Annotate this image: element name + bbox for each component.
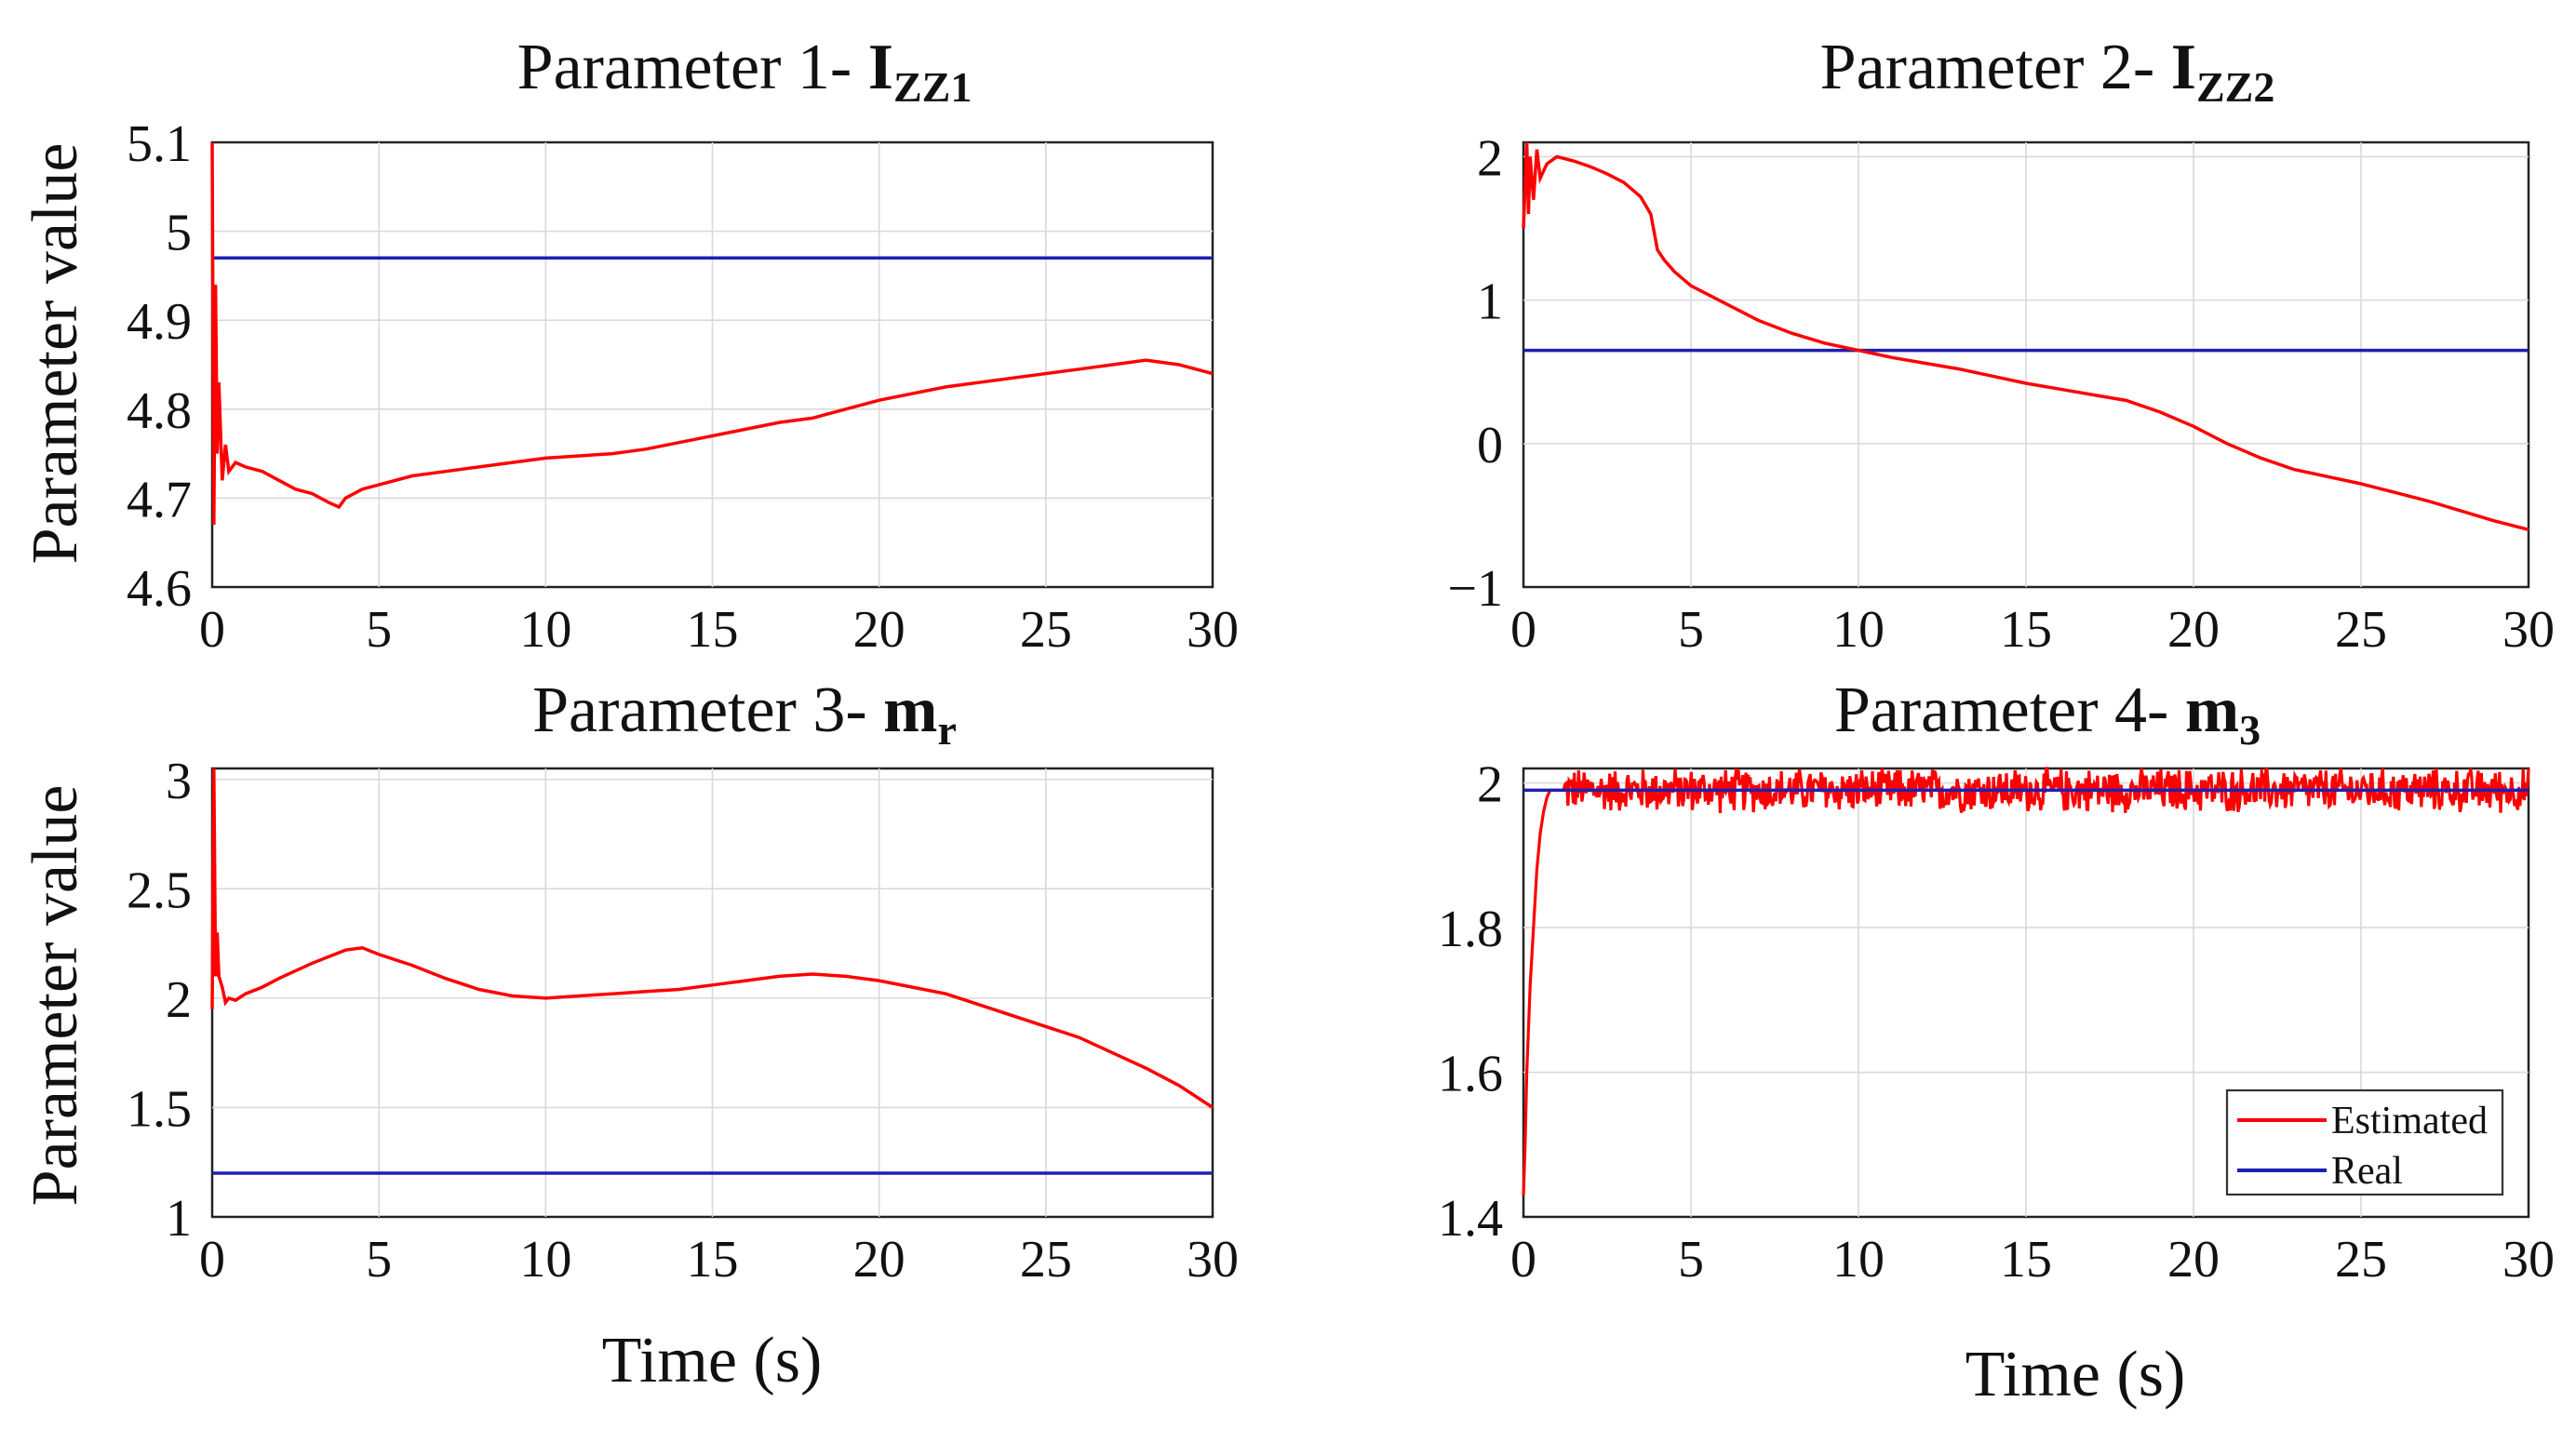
panel-1-title-prefix: Parameter 1- xyxy=(517,32,868,103)
panel-4-xtick-label: 20 xyxy=(2167,1231,2220,1289)
panel-4-ytick-label: 1.4 xyxy=(1438,1190,1503,1248)
legend: Estimated Real xyxy=(2225,1088,2504,1196)
panel-3-xtick-label: 25 xyxy=(1020,1231,1072,1289)
panel-3-xtick-label: 10 xyxy=(519,1231,571,1289)
panel-1-xtick-label: 15 xyxy=(687,601,739,659)
panel-2-ytick-label: 0 xyxy=(1477,417,1503,474)
panel-2-ytick-label: −1 xyxy=(1447,560,1503,618)
panel-1-title: Parameter 1- IZZ1 xyxy=(517,32,973,111)
panel-1-xtick-label: 5 xyxy=(366,601,392,659)
panel-4-title-prefix: Parameter 4- xyxy=(1834,674,2185,746)
panel-3-grid xyxy=(212,768,1213,1217)
panel-1-ytick-label: 4.6 xyxy=(127,560,192,618)
panel-4-xtick-label: 25 xyxy=(2335,1231,2387,1289)
panel-2-xtick-label: 25 xyxy=(2335,601,2387,659)
panel-4-xtick-label: 5 xyxy=(1678,1231,1704,1289)
panel-1-title-subscript: ZZ1 xyxy=(893,63,972,111)
panel-3-tick-labels: 0 5 10 15 20 25 30 1 1.5 2 2.5 3 xyxy=(127,753,1239,1289)
panel-4-xtick-label: 0 xyxy=(1510,1231,1536,1289)
panel-1-ytick-label: 4.8 xyxy=(127,382,192,440)
xlabel-left: Time (s) xyxy=(602,1325,823,1396)
panel-2-xtick-label: 0 xyxy=(1510,601,1536,659)
panel-3-ytick-label: 1.5 xyxy=(127,1080,192,1138)
panel-2-estimated-line xyxy=(1522,141,2529,531)
panel-2-ytick-label: 1 xyxy=(1477,274,1503,331)
panel-4-tick-labels: 0 5 10 15 20 25 30 1.4 1.6 1.8 2 xyxy=(1438,756,2555,1289)
panel-4-xtick-label: 15 xyxy=(2000,1231,2052,1289)
panel-4-estimated-line xyxy=(1522,767,2530,1195)
panel-3-title: Parameter 3- mr xyxy=(532,674,957,754)
legend-estimated-label: Estimated xyxy=(2331,1100,2488,1142)
panel-1-xtick-label: 25 xyxy=(1020,601,1072,659)
panel-1-xtick-label: 10 xyxy=(519,601,571,659)
panel-3-title-prefix: Parameter 3- xyxy=(532,674,883,746)
panel-3-ytick-label: 2.5 xyxy=(127,861,192,919)
panel-2-xtick-label: 30 xyxy=(2502,601,2555,659)
panel-4-title: Parameter 4- m3 xyxy=(1834,674,2261,754)
panel-4: Parameter 4- m3 0 5 10 15 20 25 30 1.4 1.6 1.8 2 E… xyxy=(1438,674,2555,1289)
panel-1-xtick-label: 0 xyxy=(199,601,225,659)
panel-3-estimated-line xyxy=(210,768,1214,1109)
panel-2-ytick-label: 2 xyxy=(1477,129,1503,187)
panel-4-xtick-label: 10 xyxy=(1832,1231,1885,1289)
panel-1-tick-labels: 0 5 10 15 20 25 30 4.6 4.7 4.8 4.9 5 5.1 xyxy=(127,115,1239,659)
panel-1-xtick-label: 30 xyxy=(1187,601,1239,659)
panel-3: Parameter 3- mr 0 5 10 15 20 25 30 1 1.5 2 2.5 3 xyxy=(127,674,1239,1289)
legend-box xyxy=(2225,1088,2504,1196)
panel-2-title: Parameter 2- IZZ2 xyxy=(1820,32,2275,111)
panel-1-ytick-label: 4.9 xyxy=(127,293,192,351)
panel-2-title-symbol: I xyxy=(2171,32,2196,103)
panel-4-ytick-label: 1.6 xyxy=(1438,1046,1503,1103)
panel-2-xtick-label: 5 xyxy=(1678,601,1704,659)
panel-1-ytick-label: 5.1 xyxy=(127,115,192,173)
panel-3-ytick-label: 1 xyxy=(166,1190,192,1248)
panel-2-title-subscript: ZZ2 xyxy=(2196,63,2274,111)
panel-3-xtick-label: 20 xyxy=(853,1231,906,1289)
panel-2-title-prefix: Parameter 2- xyxy=(1820,32,2171,103)
panel-3-xtick-label: 30 xyxy=(1187,1231,1239,1289)
ylabel-bottom: Parameter value xyxy=(20,785,91,1207)
panel-1-estimated-line xyxy=(210,141,1214,526)
panel-2-xtick-label: 10 xyxy=(1832,601,1885,659)
panel-1-grid xyxy=(212,142,1213,587)
panel-4-ytick-label: 1.8 xyxy=(1438,901,1503,958)
panel-1-ytick-label: 4.7 xyxy=(127,471,192,528)
panel-1-title-symbol: I xyxy=(868,32,893,103)
xlabel-right: Time (s) xyxy=(1966,1339,2186,1410)
panel-4-title-subscript: 3 xyxy=(2239,706,2261,754)
panel-3-title-symbol: m xyxy=(883,674,937,746)
panel-3-xtick-label: 5 xyxy=(366,1231,392,1289)
panel-3-ytick-label: 3 xyxy=(166,753,192,810)
panel-2-xtick-label: 20 xyxy=(2167,601,2220,659)
panel-2-xtick-label: 15 xyxy=(2000,601,2052,659)
panel-4-title-symbol: m xyxy=(2185,674,2239,746)
panel-2-grid xyxy=(1523,142,2529,587)
panel-4-ytick-label: 2 xyxy=(1477,756,1503,814)
panel-1-xtick-label: 20 xyxy=(853,601,906,659)
panel-3-xtick-label: 15 xyxy=(687,1231,739,1289)
legend-real-label: Real xyxy=(2331,1150,2403,1193)
panel-1-ytick-label: 5 xyxy=(166,205,192,262)
panel-1: Parameter 1- IZZ1 0 5 10 15 20 25 30 4.6 4.7 4.8 4… xyxy=(127,32,1239,659)
panel-3-xtick-label: 0 xyxy=(199,1231,225,1289)
panel-4-xtick-label: 30 xyxy=(2502,1231,2555,1289)
panel-3-ytick-label: 2 xyxy=(166,971,192,1029)
ylabel-top: Parameter value xyxy=(20,143,91,565)
panel-3-title-subscript: r xyxy=(937,706,956,754)
